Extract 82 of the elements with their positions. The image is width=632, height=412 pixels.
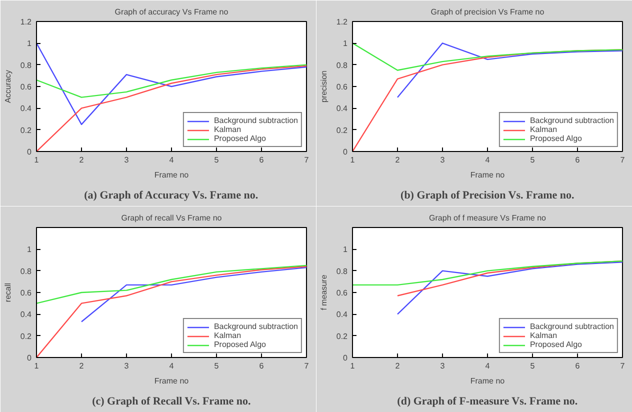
- x-axis-title: Frame no: [154, 376, 190, 386]
- y-tick-label: 1: [27, 39, 32, 48]
- x-tick-label: 7: [620, 156, 626, 164]
- y-tick-label: 1.2: [336, 18, 348, 26]
- x-tick-label: 5: [214, 156, 220, 164]
- y-tick-label: 0.2: [20, 126, 32, 135]
- y-tick-label: 0.2: [336, 126, 348, 135]
- legend-label: Proposed Algo: [530, 340, 582, 349]
- x-tick-label: 3: [124, 156, 130, 164]
- y-tick-label: 1: [27, 245, 32, 254]
- x-tick-label: 2: [395, 362, 400, 370]
- x-tick-label: 3: [124, 362, 130, 370]
- y-tick-label: 0.4: [20, 104, 32, 114]
- x-tick-label: 2: [79, 156, 84, 164]
- x-tick-label: 1: [34, 362, 40, 370]
- legend-label: Background subtraction: [214, 322, 298, 331]
- x-tick-label: 1: [34, 156, 40, 164]
- legend-label: Kalman: [214, 125, 242, 134]
- y-tick-label: 0.4: [336, 310, 348, 320]
- legend-label: Background subtraction: [530, 116, 614, 125]
- chart-title: Graph of accuracy Vs Frame no: [114, 8, 229, 16]
- legend-label: Proposed Algo: [214, 134, 266, 143]
- text: (a) Graph of Accuracy Vs. Frame no.: [84, 190, 258, 202]
- y-tick-label: 0.6: [20, 288, 32, 298]
- y-tick-label: 0.8: [20, 266, 32, 276]
- y-tick-label: 0.4: [20, 310, 32, 320]
- x-tick-label: 7: [304, 362, 310, 370]
- x-axis-title: Frame no: [154, 170, 190, 180]
- x-tick-label: 3: [440, 362, 446, 370]
- x-tick-label: 2: [395, 156, 400, 164]
- x-tick-label: 6: [259, 362, 264, 370]
- x-tick-label: 4: [485, 362, 490, 370]
- x-tick-label: 7: [620, 362, 626, 370]
- y-axis-title: f measure: [319, 274, 328, 310]
- y-tick-label: 0.2: [20, 332, 32, 341]
- y-tick-label: 1: [343, 245, 348, 254]
- x-tick-label: 5: [530, 362, 536, 370]
- x-axis-title: Frame no: [470, 376, 506, 386]
- y-tick-label: 0.8: [336, 60, 348, 70]
- x-tick-label: 4: [485, 156, 490, 164]
- x-tick-label: 1: [350, 156, 356, 164]
- x-tick-label: 5: [530, 156, 536, 164]
- y-tick-label: 1.2: [20, 18, 32, 26]
- x-tick-label: 2: [79, 362, 84, 370]
- y-axis-title: precision: [319, 70, 328, 103]
- chart-title: Graph of f measure Vs Frame no: [429, 214, 547, 222]
- y-tick-label: 0.4: [336, 104, 348, 114]
- legend-label: Kalman: [530, 125, 558, 134]
- chart-title: Graph of precision Vs Frame no: [430, 8, 545, 16]
- y-tick-label: 1: [343, 39, 348, 48]
- y-tick-label: 0.2: [336, 332, 348, 341]
- x-tick-label: 4: [169, 362, 174, 370]
- y-tick-label: 0: [343, 148, 348, 156]
- legend-label: Kalman: [530, 331, 558, 340]
- x-tick-label: 3: [440, 156, 446, 164]
- x-tick-label: 7: [304, 156, 310, 164]
- x-tick-label: 1: [350, 362, 356, 370]
- legend-label: Kalman: [214, 331, 242, 340]
- x-tick-label: 6: [575, 156, 580, 164]
- y-tick-label: 0.6: [20, 82, 32, 92]
- chart-title: Graph of recall Vs Frame no: [121, 214, 222, 222]
- x-tick-label: 5: [214, 362, 220, 370]
- text: (d) Graph of F-measure Vs. Frame no.: [397, 396, 578, 408]
- legend-label: Background subtraction: [530, 322, 614, 331]
- y-tick-label: 0: [27, 354, 32, 362]
- text: (c) Graph of Recall Vs. Frame no.: [92, 396, 251, 408]
- y-tick-label: 0.8: [20, 60, 32, 70]
- y-axis-title: Accuracy: [3, 70, 12, 103]
- y-tick-label: 0: [27, 148, 32, 156]
- x-axis-title: Frame no: [470, 170, 506, 180]
- y-tick-label: 0: [343, 354, 348, 362]
- y-tick-label: 0.6: [336, 82, 348, 92]
- x-tick-label: 6: [259, 156, 264, 164]
- y-axis-title: recall: [3, 282, 12, 302]
- x-tick-label: 4: [169, 156, 174, 164]
- y-tick-label: 0.6: [336, 288, 348, 298]
- text: (b) Graph of Precision Vs. Frame no.: [400, 190, 575, 202]
- legend-label: Background subtraction: [214, 116, 298, 125]
- y-tick-label: 0.8: [336, 266, 348, 276]
- legend-label: Proposed Algo: [530, 134, 582, 143]
- legend-label: Proposed Algo: [214, 340, 266, 349]
- x-tick-label: 6: [575, 362, 580, 370]
